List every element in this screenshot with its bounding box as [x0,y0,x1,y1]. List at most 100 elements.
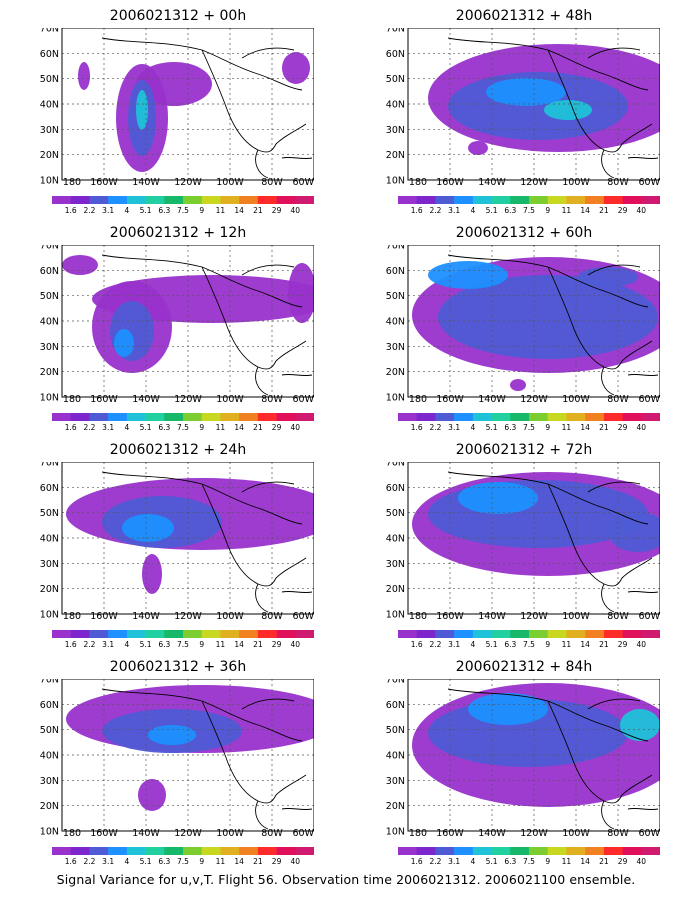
lat-tick-label: 10N [386,827,405,838]
lat-tick-label: 30N [386,125,405,136]
colorbar-swatch [126,413,146,421]
lon-tick-label: 140W [132,177,160,186]
colorbar-swatch [108,413,128,421]
map-panel-00h: 2006021312 + 00h 70N 60N 50N 40N 30N 20N 10N 18… [28,8,328,216]
colorbar-swatch [108,196,128,204]
colorbar: 1.6 2.2 3.1 4 5.1 6.3 7.5 9 11 14 21 29 40 [52,196,315,216]
colorbar-label: 4 [470,857,475,866]
lat-tick-label: 30N [386,776,405,787]
colorbar-label: 29 [618,640,628,649]
colorbar-label: 4 [124,206,129,215]
colorbar-label: 9 [545,640,550,649]
colorbar-swatch [276,630,296,638]
lat-tick-label: 10N [40,610,59,621]
colorbar-swatch [220,196,240,204]
colorbar-swatch [201,413,221,421]
field-shading [62,255,98,275]
lon-tick-label: 100W [216,611,244,620]
colorbar-label: 3.1 [448,640,460,649]
figure-caption: Signal Variance for u,v,T. Flight 56. Ob… [56,872,636,887]
colorbar-label: 21 [599,857,609,866]
colorbar-swatch [510,413,530,421]
coastline [101,688,313,830]
lon-tick-label: 80W [261,828,283,837]
lat-tick-label: 40N [386,534,405,545]
colorbar-label: 3.1 [102,857,114,866]
colorbar-swatch [454,413,474,421]
colorbar-swatch [472,847,492,855]
lat-tick-label: 30N [386,342,405,353]
panel-title: 2006021312 + 72h [455,442,593,458]
colorbar-swatch [435,847,455,855]
coastline [101,471,313,613]
lat-tick-label: 50N [386,291,405,302]
lat-tick-label: 70N [40,462,59,469]
colorbar-svg: 1.6 2.2 3.1 4 5.1 6.3 7.5 9 11 14 21 29 40 [52,630,315,649]
colorbar-swatch [239,630,259,638]
lon-tick-label: 60W [639,177,660,186]
lat-tick-label: 50N [386,508,405,519]
lon-tick-label: 180 [409,177,427,186]
colorbar-label: 2.2 [83,640,95,649]
colorbar-label: 1.6 [411,206,423,215]
colorbar-swatch [257,847,277,855]
map-plot: 70N 60N 50N 40N 30N 20N 10N 180 160W 140W 120W 100W… [378,679,660,837]
colorbar-label: 4 [124,423,129,432]
colorbar-swatch [435,630,455,638]
colorbar-svg: 1.6 2.2 3.1 4 5.1 6.3 7.5 9 11 14 21 29 40 [398,413,661,432]
map-svg: 70N 60N 50N 40N 30N 20N 10N 180 160W 140W 120W 100W… [40,462,314,621]
colorbar-label: 2.2 [83,423,95,432]
lat-tick-label: 20N [386,367,405,378]
colorbar-swatch [622,413,642,421]
map-plot: 70N 60N 50N 40N 30N 20N 10N 180 160W 140W 120W 100W… [378,28,660,186]
colorbar-swatch [398,630,418,638]
lat-tick-label: 10N [40,393,59,404]
colorbar-swatch [145,413,165,421]
colorbar-label: 11 [562,206,572,215]
field-shading [138,779,166,811]
colorbar-swatch [183,196,203,204]
lat-tick-label: 20N [386,584,405,595]
lat-tick-label: 60N [386,49,405,60]
colorbar-swatch [201,847,221,855]
colorbar-label: 1.6 [411,640,423,649]
colorbar-swatch [491,196,511,204]
lat-tick-label: 50N [40,508,59,519]
colorbar-label: 4 [470,640,475,649]
lon-tick-label: 160W [436,611,464,620]
colorbar-swatch [510,630,530,638]
colorbar-swatch [585,630,605,638]
colorbar-label: 40 [291,857,301,866]
colorbar-label: 21 [599,206,609,215]
lon-tick-label: 60W [293,394,314,403]
colorbar-swatch [295,630,315,638]
lon-tick-label: 100W [216,828,244,837]
colorbar-swatch [183,847,203,855]
colorbar-label: 7.5 [177,423,189,432]
colorbar-swatch [70,196,90,204]
lon-tick-label: 100W [562,828,590,837]
coastline [447,254,659,396]
colorbar-label: 6.3 [504,640,516,649]
lon-tick-label: 160W [90,394,118,403]
colorbar-swatch [89,413,109,421]
lat-tick-label: 30N [40,776,59,787]
colorbar-label: 6.3 [504,206,516,215]
field-shading [544,100,592,120]
colorbar-label: 11 [562,423,572,432]
lon-tick-label: 120W [174,394,202,403]
colorbar-label: 6.3 [158,640,170,649]
lon-tick-label: 180 [63,611,81,620]
colorbar-svg: 1.6 2.2 3.1 4 5.1 6.3 7.5 9 11 14 21 29 40 [398,630,661,649]
colorbar: 1.6 2.2 3.1 4 5.1 6.3 7.5 9 11 14 21 29 40 [398,630,661,650]
colorbar-swatch [257,196,277,204]
colorbar-label: 6.3 [158,423,170,432]
field-shading [148,725,196,745]
lat-tick-label: 40N [40,534,59,545]
colorbar-label: 9 [545,206,550,215]
colorbar-label: 11 [216,640,226,649]
colorbar-label: 21 [253,857,263,866]
colorbar-swatch [435,196,455,204]
colorbar-label: 3.1 [102,423,114,432]
colorbar-swatch [89,196,109,204]
